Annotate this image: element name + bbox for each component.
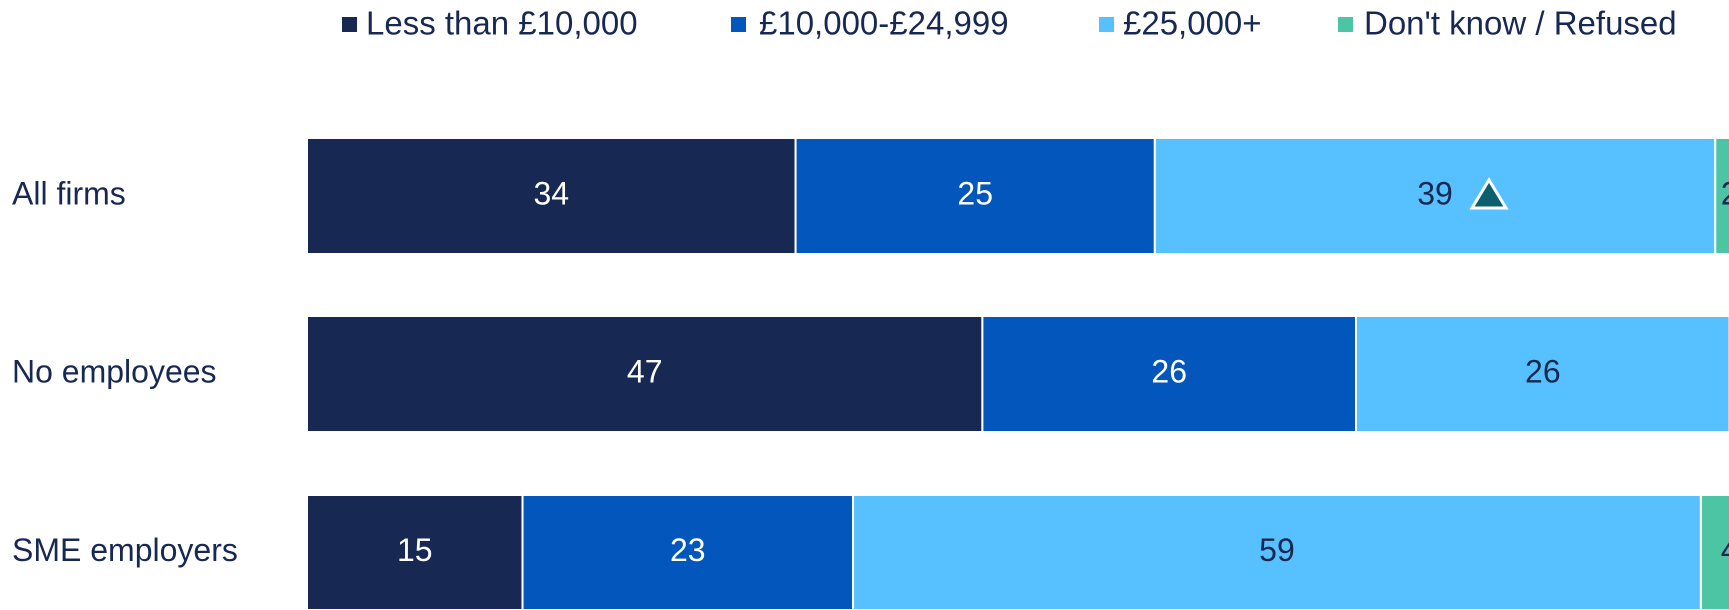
bar-segment — [306, 137, 797, 255]
legend-swatch — [1338, 17, 1353, 32]
data-label: 2 — [1721, 175, 1729, 211]
bar-segment — [306, 315, 984, 433]
legend-label: £25,000+ — [1123, 5, 1262, 42]
bar-segment — [521, 494, 855, 610]
category-label: No employees — [12, 353, 217, 389]
significance-marker — [1469, 177, 1509, 210]
data-label: 26 — [1525, 353, 1561, 389]
data-label: 59 — [1259, 532, 1295, 568]
category-label: All firms — [12, 175, 126, 211]
data-label: 39 — [1417, 175, 1453, 211]
data-label: 4 — [1721, 532, 1729, 568]
bar-segment — [794, 137, 1156, 255]
data-label: 1 — [1728, 353, 1729, 389]
bar-segment — [306, 494, 524, 610]
bar-segment — [1699, 494, 1729, 610]
legend-label: Don't know / Refused — [1364, 5, 1677, 42]
legend-label: Less than £10,000 — [366, 5, 638, 42]
legend-swatch — [1099, 17, 1114, 32]
legend-swatch — [342, 17, 357, 32]
bar-segment — [1153, 137, 1717, 255]
data-label: 15 — [397, 532, 433, 568]
data-label: 34 — [533, 175, 569, 211]
legend-swatch — [731, 17, 746, 32]
legend-label: £10,000-£24,999 — [759, 5, 1009, 42]
data-label: 26 — [1151, 353, 1187, 389]
bar-segment — [852, 494, 1702, 610]
bar-segment — [1714, 137, 1729, 255]
data-label: 25 — [957, 175, 993, 211]
category-label: SME employers — [12, 532, 238, 568]
data-label: 47 — [627, 353, 663, 389]
data-label: 23 — [670, 532, 706, 568]
bar-segment — [1355, 315, 1729, 433]
